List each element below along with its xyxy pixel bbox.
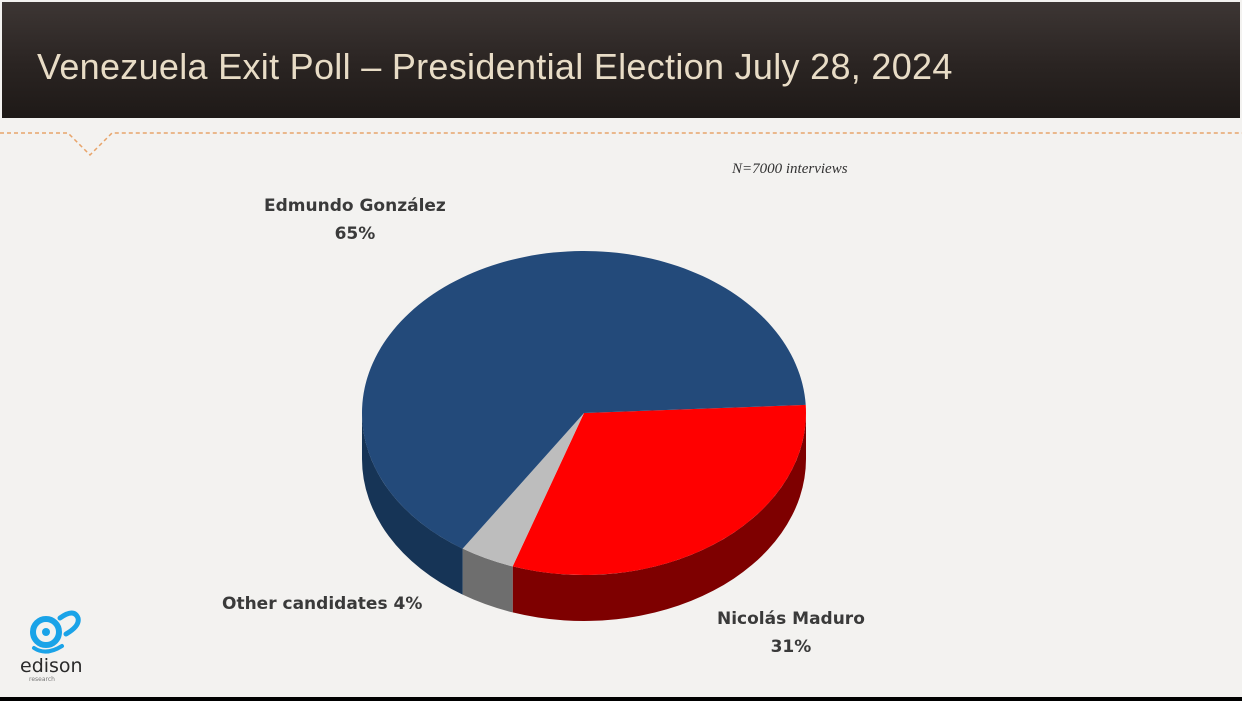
label-maduro-name: Nicolás Maduro [717,609,865,629]
pie-side-0 [361,413,463,595]
label-gonzalez-value: 65% [334,224,376,244]
edison-logo-icon [30,610,81,654]
sample-size-note: N=7000 interviews [732,161,848,177]
pie-slice-other-candidates [462,413,584,567]
label-other-text: Other candidates 4% [222,594,423,614]
label-other: Other candidates 4% [222,594,422,614]
slide-header: Venezuela Exit Poll – Presidential Elect… [2,2,1240,118]
logo-subtext: research [29,676,55,683]
pie-slice-edmundo-gonz-lez [361,251,806,549]
label-maduro: Nicolás Maduro 31% [717,609,865,657]
pie-side-1 [512,413,806,622]
logo-wordmark: edison [20,655,83,677]
pie-side-walls [361,413,806,622]
label-gonzalez: Edmundo González 65% [264,196,446,244]
label-gonzalez-name: Edmundo González [264,196,446,216]
bottom-rule [0,697,1242,701]
dashed-divider [0,132,1242,157]
pie-side-2 [462,548,513,613]
pie-slice-nicol-s-maduro [512,404,806,575]
page-title: Venezuela Exit Poll – Presidential Elect… [37,46,953,87]
label-maduro-value: 31% [770,637,812,657]
